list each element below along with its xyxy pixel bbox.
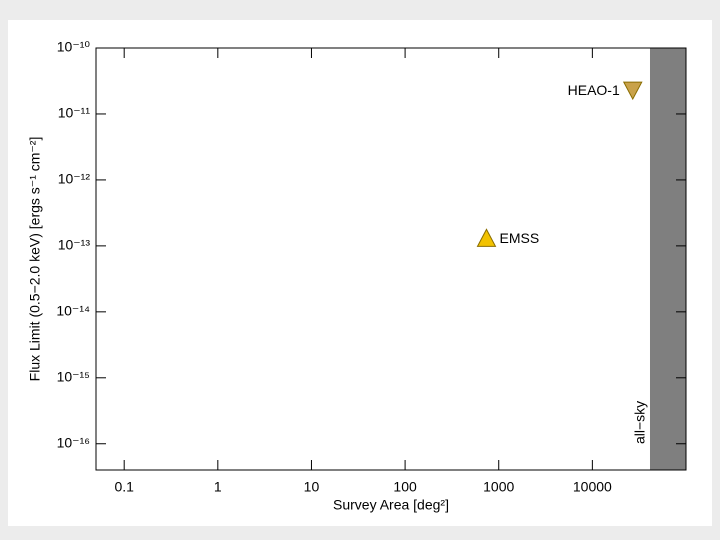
plot-frame: [95, 47, 687, 471]
x-tick-label: 1: [214, 479, 222, 495]
y-tick-label: 10⁻¹⁵: [57, 368, 90, 384]
point-label: EMSS: [499, 230, 539, 246]
x-axis-label: Survey Area [deg²]: [333, 497, 449, 513]
y-tick-label: 10⁻¹²: [58, 171, 91, 187]
shaded-region: [649, 48, 686, 470]
marker: [622, 81, 643, 101]
y-tick-label: 10⁻¹³: [58, 237, 91, 253]
marker: [476, 228, 497, 247]
shade-label: all−sky: [632, 401, 648, 444]
y-tick-label: 10⁻¹¹: [58, 105, 91, 121]
y-tick-label: 10⁻¹⁴: [56, 303, 90, 319]
x-tick-label: 100: [393, 479, 417, 495]
point-label: HEAO-1: [568, 82, 620, 98]
y-axis-label: Flux Limit (0.5−2.0 keV) [ergs s⁻¹ cm⁻²]: [27, 137, 43, 382]
x-tick-label: 10000: [573, 479, 612, 495]
panel: [8, 20, 712, 526]
x-tick-label: 1000: [483, 479, 514, 495]
y-tick-label: 10⁻¹⁶: [57, 434, 90, 450]
x-tick-label: 10: [304, 479, 320, 495]
x-tick-label: 0.1: [114, 479, 134, 495]
y-tick-label: 10⁻¹⁰: [57, 39, 91, 55]
